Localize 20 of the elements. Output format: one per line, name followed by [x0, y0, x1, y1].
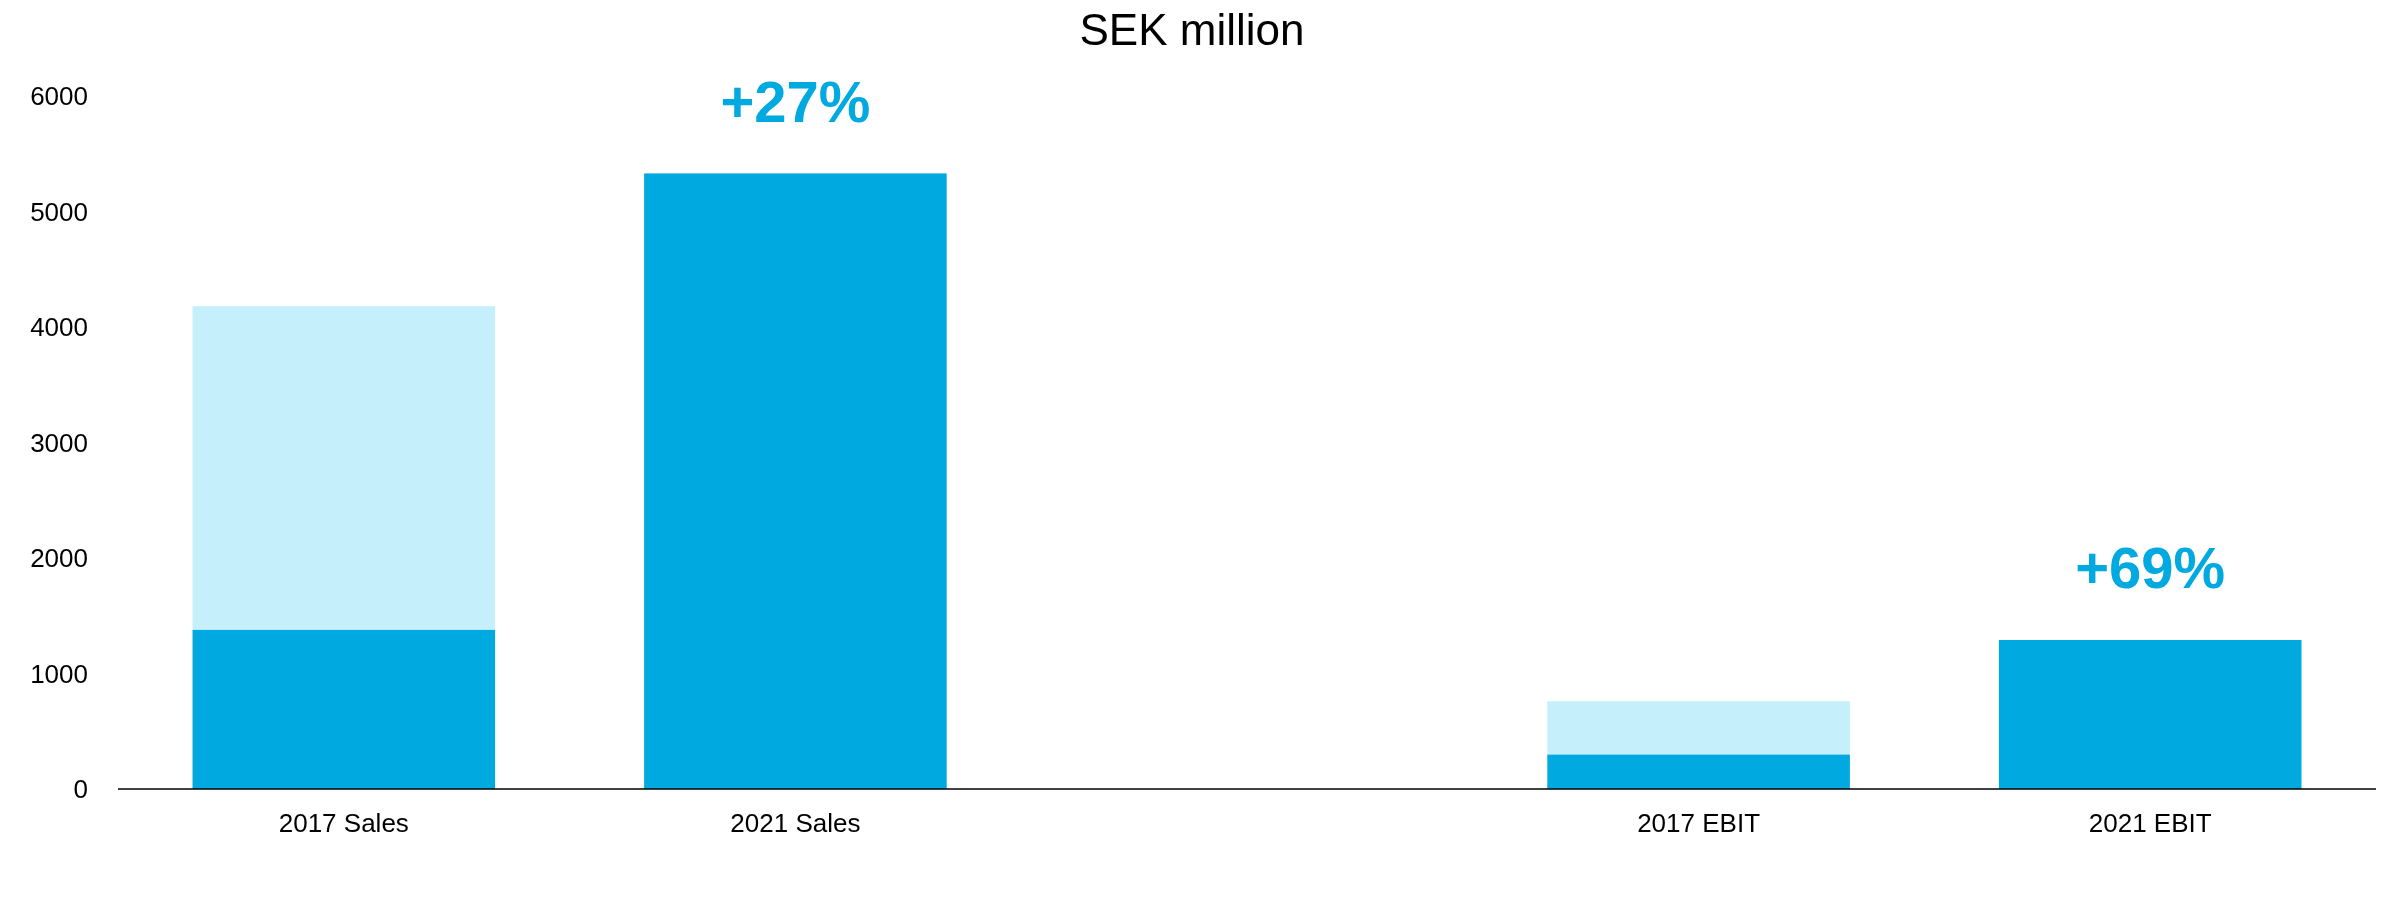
bar: [192, 629, 496, 789]
bar: [644, 173, 947, 789]
y-tick-label: 2000: [30, 543, 88, 574]
chart-title: SEK million: [1079, 5, 1305, 54]
y-tick-label: 3000: [30, 427, 88, 458]
y-tick-label: 0: [73, 774, 88, 805]
bar: [1998, 640, 2302, 789]
y-tick-label: 5000: [30, 196, 88, 227]
annotation: +69%: [2075, 535, 2226, 601]
bar: [1547, 754, 1850, 789]
x-tick-label: 2017 EBIT: [1637, 808, 1761, 838]
y-tick-label: 4000: [30, 312, 88, 343]
x-tick-label: 2021 EBIT: [2088, 808, 2212, 838]
bar: [1547, 701, 1850, 755]
x-tick-label: 2017 Sales: [278, 808, 409, 838]
y-tick-label: 1000: [30, 658, 88, 689]
bar: [192, 306, 496, 630]
annotation: +27%: [720, 68, 871, 134]
y-tick-label: 6000: [30, 81, 88, 112]
x-tick-label: 2021 Sales: [730, 808, 861, 838]
